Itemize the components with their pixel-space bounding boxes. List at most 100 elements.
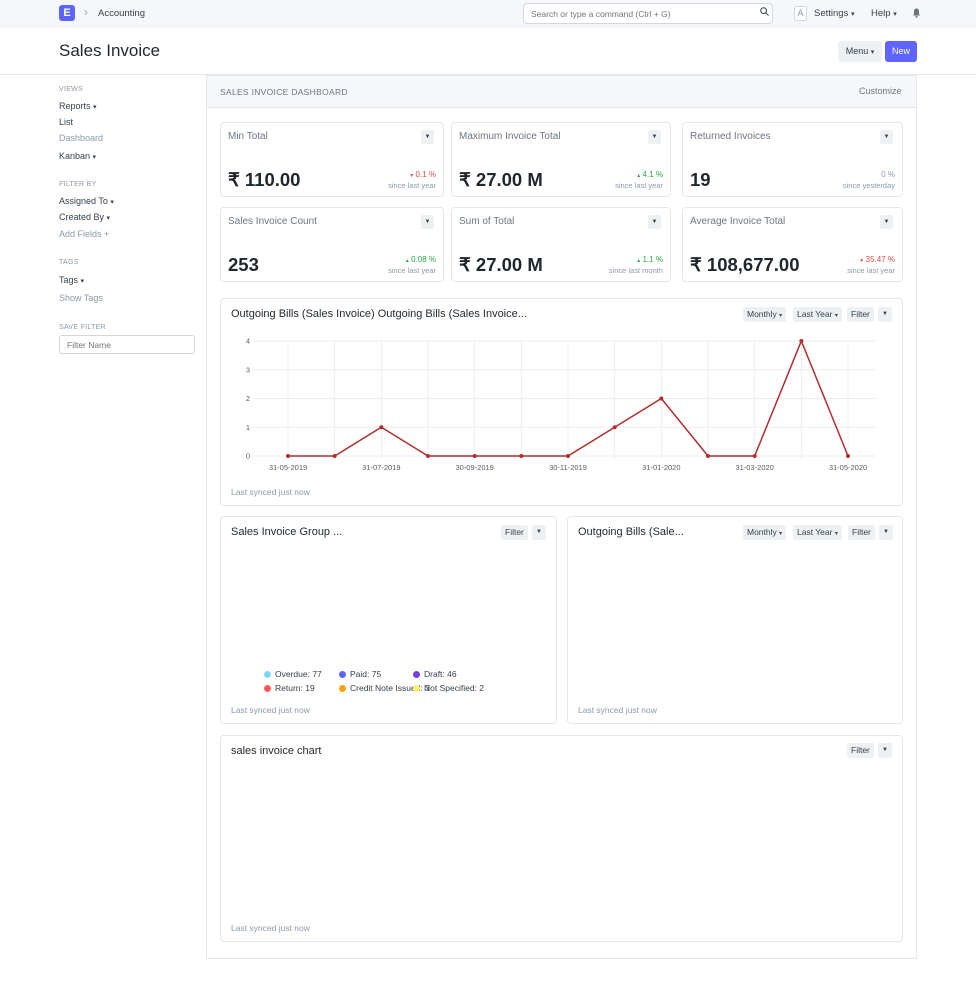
monthly-dropdown[interactable]: Monthly ▾ bbox=[743, 307, 787, 322]
sidebar-item-dashboard[interactable]: Dashboard bbox=[59, 133, 104, 143]
chart-options-dropdown[interactable]: ▼ bbox=[878, 307, 892, 322]
caret-down-icon: ▾ bbox=[779, 531, 783, 537]
x-tick-label: 31-07-2019 bbox=[362, 463, 400, 472]
assigned-to-label: Assigned To bbox=[59, 196, 108, 206]
last-synced: Last synced just now bbox=[231, 923, 310, 933]
caret-down-icon: ▾ bbox=[893, 11, 897, 18]
legend-label: Return: 19 bbox=[275, 683, 315, 693]
card-options-dropdown[interactable]: ▼ bbox=[421, 130, 434, 144]
change-value: 35.47 % bbox=[865, 255, 895, 264]
card-value: ₹ 110.00 bbox=[228, 169, 301, 190]
settings-menu[interactable]: Settings ▾ bbox=[814, 8, 854, 19]
card-since: since last year bbox=[615, 181, 663, 190]
legend-item: Not Specified: 2 bbox=[413, 683, 484, 693]
add-fields-button[interactable]: Add Fields + bbox=[59, 229, 109, 239]
trend-up-icon: ▲ bbox=[636, 258, 643, 264]
card-options-dropdown[interactable]: ▼ bbox=[648, 215, 661, 229]
monthly-dropdown[interactable]: Monthly ▾ bbox=[743, 525, 787, 540]
legend-swatch bbox=[339, 671, 346, 678]
settings-label: Settings bbox=[814, 8, 849, 19]
kanban-label: Kanban bbox=[59, 151, 91, 161]
data-point bbox=[286, 454, 290, 458]
y-tick-label: 1 bbox=[246, 423, 250, 432]
card-options-dropdown[interactable]: ▼ bbox=[421, 215, 434, 229]
avatar[interactable]: A bbox=[794, 6, 807, 21]
card-change: 0 % bbox=[881, 170, 895, 179]
data-point bbox=[846, 454, 850, 458]
data-point bbox=[659, 396, 664, 401]
card-title: Returned Invoices bbox=[690, 131, 771, 142]
sidebar-item-kanban[interactable]: Kanban ▾ bbox=[59, 151, 96, 161]
data-point bbox=[799, 339, 804, 343]
change-value: 0 % bbox=[881, 170, 895, 179]
reports-label: Reports bbox=[59, 101, 91, 111]
caret-down-icon: ▾ bbox=[106, 215, 111, 222]
page-title: Sales Invoice bbox=[59, 41, 161, 60]
last-year-label: Last Year bbox=[797, 309, 833, 319]
sidebar-item-tags[interactable]: Tags ▾ bbox=[59, 275, 84, 285]
menu-button[interactable]: Menu ▾ bbox=[838, 41, 882, 62]
plus-icon: + bbox=[104, 229, 110, 239]
filter-button[interactable]: Filter bbox=[501, 525, 528, 540]
app-logo[interactable]: E bbox=[59, 5, 75, 21]
card-options-dropdown[interactable]: ▼ bbox=[880, 215, 893, 229]
change-value: 0.1 % bbox=[415, 170, 436, 179]
help-label: Help bbox=[871, 8, 891, 19]
customize-button[interactable]: Customize bbox=[859, 86, 902, 96]
outgoing-bills-bar-chart-card: Outgoing Bills (Sale... Monthly ▾ Last Y… bbox=[567, 516, 903, 724]
filter-created-by[interactable]: Created By ▾ bbox=[59, 212, 110, 222]
caret-down-icon: ▾ bbox=[834, 531, 838, 537]
search-icon[interactable] bbox=[760, 7, 769, 16]
search-input[interactable] bbox=[523, 3, 773, 24]
breadcrumb-accounting[interactable]: Accounting bbox=[98, 8, 146, 19]
card-value: 253 bbox=[228, 254, 259, 275]
new-button[interactable]: New bbox=[885, 41, 917, 62]
chart-options-dropdown[interactable]: ▼ bbox=[532, 525, 546, 540]
filter-name-input[interactable] bbox=[59, 335, 195, 354]
card-change: ▲ 1.1 % bbox=[636, 255, 663, 264]
legend-swatch bbox=[339, 685, 346, 692]
change-value: 1.1 % bbox=[642, 255, 663, 264]
number-card: Average Invoice Total ▼ ₹ 108,677.00 ▼ 3… bbox=[682, 207, 903, 282]
number-card: Maximum Invoice Total ▼ ₹ 27.00 M ▲ 4.1 … bbox=[451, 122, 671, 197]
caret-down-icon: ▾ bbox=[834, 313, 838, 319]
x-tick-label: 31-05-2020 bbox=[829, 463, 867, 472]
card-change: ▲ 4.1 % bbox=[636, 170, 663, 179]
tags-heading: TAGS bbox=[59, 259, 79, 266]
y-tick-label: 0 bbox=[246, 452, 250, 461]
legend-label: Overdue: 77 bbox=[275, 669, 322, 679]
chart-options-dropdown[interactable]: ▼ bbox=[878, 743, 892, 758]
number-card: Returned Invoices ▼ 19 0 % since yesterd… bbox=[682, 122, 903, 197]
chart-options-dropdown[interactable]: ▼ bbox=[879, 525, 893, 540]
sidebar-item-list[interactable]: List bbox=[59, 117, 74, 127]
change-value: 4.1 % bbox=[642, 170, 663, 179]
data-point bbox=[472, 454, 477, 458]
legend-item: Paid: 75 bbox=[339, 669, 381, 679]
last-synced: Last synced just now bbox=[231, 487, 310, 497]
y-tick-label: 3 bbox=[246, 365, 250, 374]
legend-swatch bbox=[264, 685, 271, 692]
trend-down-icon: ▼ bbox=[409, 173, 416, 179]
sidebar-item-reports[interactable]: Reports ▾ bbox=[59, 101, 97, 111]
filter-button[interactable]: Filter bbox=[847, 307, 874, 322]
data-point bbox=[706, 454, 710, 458]
card-options-dropdown[interactable]: ▼ bbox=[880, 130, 893, 144]
help-menu[interactable]: Help ▾ bbox=[871, 8, 897, 19]
bell-icon[interactable] bbox=[912, 8, 921, 18]
card-change: ▼ 35.47 % bbox=[859, 255, 895, 264]
created-by-label: Created By bbox=[59, 212, 105, 222]
filter-button[interactable]: Filter bbox=[847, 743, 874, 758]
chart-title: Outgoing Bills (Sales Invoice) Outgoing … bbox=[231, 308, 527, 320]
filter-assigned-to[interactable]: Assigned To ▾ bbox=[59, 196, 114, 206]
card-title: Min Total bbox=[228, 131, 268, 142]
card-options-dropdown[interactable]: ▼ bbox=[648, 130, 661, 144]
filter-button[interactable]: Filter bbox=[848, 525, 875, 540]
last-year-dropdown[interactable]: Last Year ▾ bbox=[793, 307, 842, 322]
show-tags-link[interactable]: Show Tags bbox=[59, 293, 103, 303]
dashboard-header bbox=[207, 76, 916, 108]
legend-label: Draft: 46 bbox=[424, 669, 457, 679]
last-year-dropdown[interactable]: Last Year ▾ bbox=[793, 525, 842, 540]
legend-swatch bbox=[413, 685, 420, 692]
legend-item: Credit Note Issued: 3 bbox=[339, 683, 430, 693]
card-since: since last year bbox=[847, 266, 895, 275]
